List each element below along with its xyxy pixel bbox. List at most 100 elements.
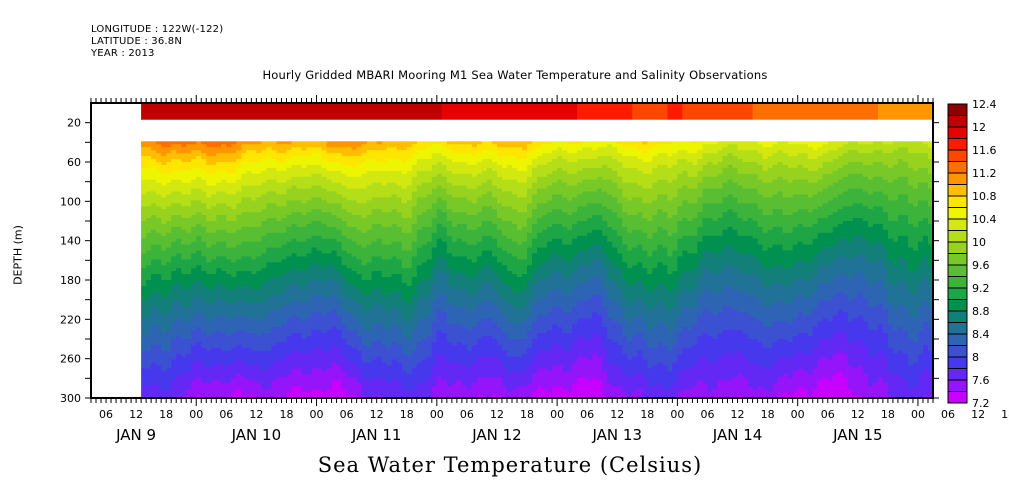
field-cell bbox=[391, 268, 398, 272]
field-cell bbox=[296, 297, 302, 302]
field-cell bbox=[396, 327, 403, 331]
field-cell bbox=[161, 253, 167, 257]
field-cell bbox=[281, 188, 287, 192]
field-cell bbox=[351, 235, 358, 240]
field-cell bbox=[361, 223, 368, 228]
field-cell bbox=[231, 265, 237, 269]
field-cell bbox=[166, 368, 172, 372]
field-cell bbox=[266, 392, 272, 396]
field-cell bbox=[186, 285, 192, 290]
field-cell bbox=[236, 176, 242, 181]
field-cell bbox=[386, 268, 393, 272]
field-cell bbox=[166, 259, 172, 263]
field-cell bbox=[186, 114, 192, 119]
field-cell bbox=[311, 327, 317, 331]
field-cell bbox=[276, 226, 282, 231]
field-cell bbox=[146, 356, 152, 361]
field-cell bbox=[166, 356, 172, 361]
field-cell bbox=[216, 221, 222, 225]
field-cell bbox=[281, 377, 287, 381]
field-cell bbox=[376, 144, 383, 148]
field-cell bbox=[191, 253, 197, 257]
field-cell bbox=[386, 359, 393, 364]
field-cell bbox=[211, 221, 217, 225]
field-cell bbox=[181, 342, 187, 346]
field-cell bbox=[261, 153, 267, 157]
field-cell bbox=[281, 253, 287, 257]
field-cell bbox=[311, 277, 317, 281]
field-cell bbox=[191, 176, 197, 181]
field-cell bbox=[321, 223, 327, 228]
field-cell bbox=[161, 203, 167, 207]
field-cell bbox=[181, 268, 187, 272]
field-cell bbox=[206, 294, 212, 299]
field-cell bbox=[221, 315, 227, 319]
field-cell bbox=[291, 285, 297, 290]
field-cell bbox=[406, 247, 413, 251]
field-cell bbox=[181, 315, 187, 319]
field-cell bbox=[276, 179, 282, 184]
field-cell bbox=[366, 182, 373, 187]
field-cell bbox=[376, 188, 383, 192]
field-cell bbox=[226, 392, 232, 396]
field-cell bbox=[251, 339, 257, 343]
field-cell bbox=[316, 285, 322, 290]
field-cell bbox=[206, 386, 212, 390]
field-cell bbox=[301, 173, 307, 178]
field-cell bbox=[141, 197, 147, 201]
field-cell bbox=[201, 173, 207, 178]
field-cell bbox=[321, 330, 327, 334]
field-cell bbox=[401, 167, 408, 172]
field-cell bbox=[181, 144, 187, 148]
field-cell bbox=[301, 176, 307, 181]
field-cell bbox=[396, 253, 403, 257]
field-cell bbox=[371, 368, 378, 372]
field-cell bbox=[396, 336, 403, 340]
field-cell bbox=[251, 350, 257, 355]
field-cell bbox=[356, 162, 363, 166]
field-cell bbox=[396, 309, 403, 313]
field-cell bbox=[406, 280, 413, 284]
field-cell bbox=[281, 235, 287, 240]
field-cell bbox=[266, 150, 272, 154]
field-cell bbox=[356, 156, 363, 160]
field-cell bbox=[291, 153, 297, 157]
field-cell bbox=[346, 389, 353, 393]
field-cell bbox=[341, 280, 348, 284]
field-cell bbox=[141, 309, 147, 313]
field-cell bbox=[331, 156, 338, 160]
field-cell bbox=[291, 188, 297, 192]
field-cell bbox=[141, 327, 147, 331]
field-cell bbox=[186, 291, 192, 296]
field-cell bbox=[246, 306, 252, 310]
field-cell bbox=[331, 241, 338, 246]
field-cell bbox=[191, 164, 197, 169]
field-cell bbox=[321, 117, 327, 122]
field-cell bbox=[171, 144, 177, 148]
field-cell bbox=[346, 291, 353, 296]
field-cell bbox=[141, 200, 147, 204]
field-cell bbox=[301, 368, 307, 372]
field-cell bbox=[201, 103, 207, 107]
field-cell bbox=[386, 330, 393, 334]
field-cell bbox=[166, 247, 172, 251]
field-cell bbox=[196, 377, 202, 381]
field-cell bbox=[226, 244, 232, 249]
field-cell bbox=[361, 312, 368, 316]
field-cell bbox=[301, 218, 307, 222]
field-cell bbox=[361, 111, 368, 116]
field-cell bbox=[171, 383, 177, 387]
field-cell bbox=[316, 170, 322, 175]
field-cell bbox=[276, 114, 282, 119]
field-cell bbox=[376, 200, 383, 204]
field-cell bbox=[191, 368, 197, 372]
field-cell bbox=[246, 117, 252, 122]
field-cell bbox=[146, 265, 152, 269]
field-cell bbox=[176, 318, 182, 322]
field-cell bbox=[236, 356, 242, 361]
field-cell bbox=[346, 215, 353, 219]
field-cell bbox=[281, 111, 287, 116]
field-cell bbox=[166, 221, 172, 225]
field-cell bbox=[166, 203, 172, 207]
field-cell bbox=[406, 173, 413, 178]
